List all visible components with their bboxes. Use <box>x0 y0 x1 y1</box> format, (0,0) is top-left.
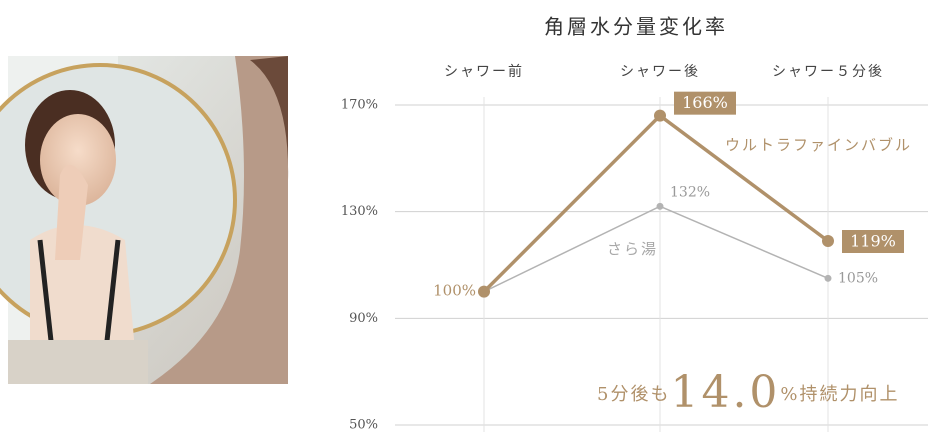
annotation: 5分後も14.0%持続力向上 <box>597 367 900 418</box>
data-point <box>656 202 664 210</box>
data-point <box>478 285 490 298</box>
data-point <box>824 274 832 282</box>
annotation-value: 14.0 <box>670 367 780 418</box>
y-tick-label: 130% <box>341 204 378 219</box>
x-tick-label: シャワー５分後 <box>772 64 884 80</box>
y-tick-label: 170% <box>341 98 378 113</box>
value-label: 100% <box>433 282 476 300</box>
plot-area: 50% 90% 130% 170% シャワー前 シャワー後 シャワー５分後 100% 166% 1… <box>341 63 928 432</box>
value-label: 119% <box>850 232 896 251</box>
annotation-prefix: 5分後も <box>597 384 670 405</box>
series-label: ウルトラファインバブル <box>725 136 912 154</box>
x-tick-label: シャワー前 <box>444 63 524 80</box>
series-label: さら湯 <box>607 240 658 258</box>
value-label: 105% <box>838 270 878 286</box>
data-point <box>654 109 666 122</box>
photo <box>0 56 289 384</box>
chart-title: 角層水分量変化率 <box>544 15 728 39</box>
value-label: 132% <box>670 184 710 200</box>
y-tick-label: 90% <box>349 311 378 326</box>
value-label: 166% <box>682 93 728 112</box>
data-point <box>822 235 834 247</box>
value-label-box <box>674 91 736 115</box>
value-label-box <box>842 230 904 253</box>
annotation-suffix: %持続力向上 <box>780 384 899 405</box>
x-tick-label: シャワー後 <box>620 64 700 80</box>
y-tick-label: 50% <box>349 418 378 432</box>
